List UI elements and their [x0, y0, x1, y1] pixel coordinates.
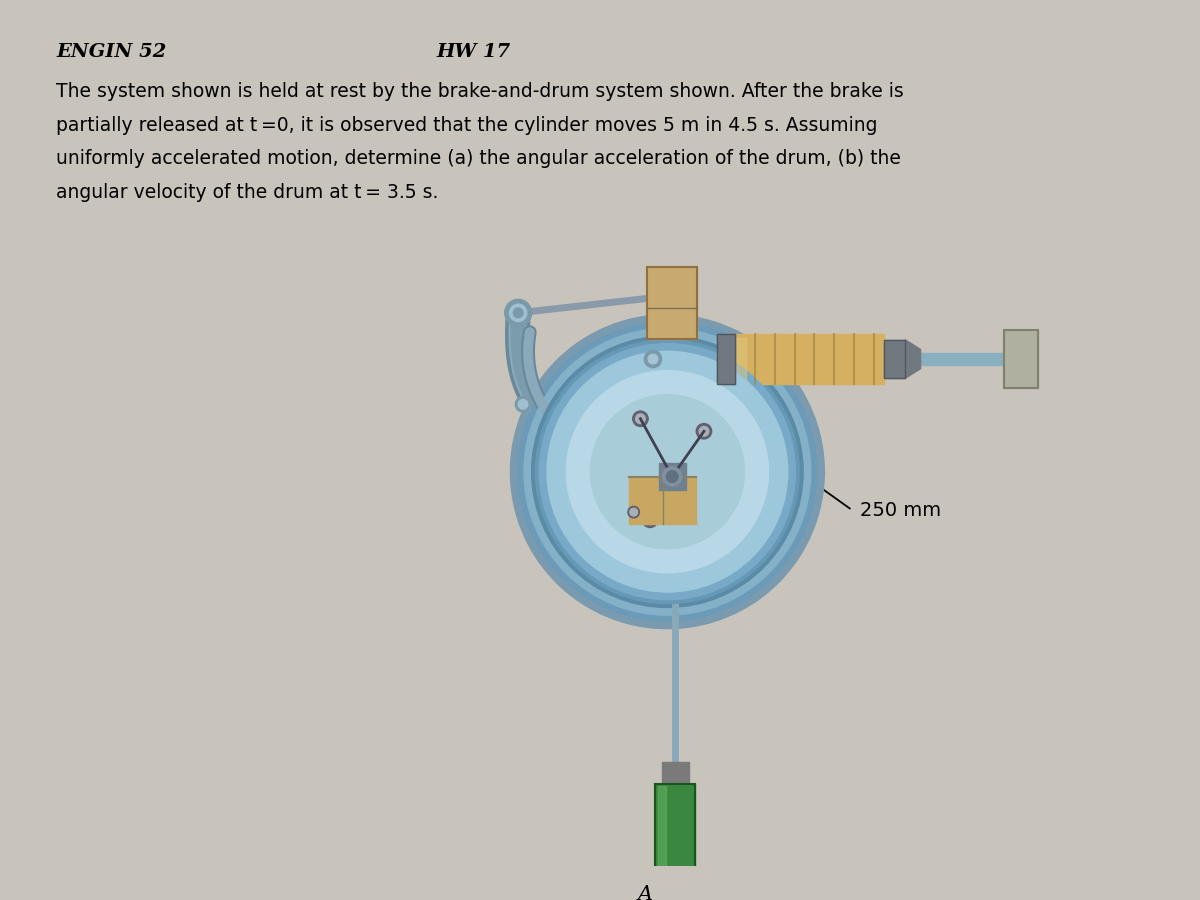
Circle shape	[630, 508, 637, 516]
Circle shape	[539, 344, 796, 599]
Bar	[725, 334, 884, 384]
Circle shape	[510, 304, 527, 321]
Circle shape	[535, 340, 799, 604]
Bar	[655, 886, 695, 895]
Bar	[647, 267, 697, 339]
Circle shape	[696, 424, 712, 439]
Circle shape	[700, 427, 709, 436]
Text: A: A	[637, 885, 653, 900]
Text: uniformly accelerated motion, determine (a) the angular acceleration of the drum: uniformly accelerated motion, determine …	[56, 149, 901, 168]
Circle shape	[648, 355, 658, 364]
Circle shape	[566, 371, 768, 572]
Circle shape	[514, 308, 523, 318]
Circle shape	[590, 395, 744, 549]
Text: HW 17: HW 17	[437, 43, 511, 61]
Circle shape	[662, 467, 682, 486]
Circle shape	[510, 315, 824, 628]
Circle shape	[518, 400, 528, 410]
Circle shape	[532, 336, 803, 608]
Circle shape	[646, 515, 655, 525]
Text: ENGIN 52: ENGIN 52	[56, 43, 167, 61]
Text: The system shown is held at rest by the brake-and-drum system shown. After the b: The system shown is held at rest by the …	[56, 82, 904, 101]
Circle shape	[632, 411, 648, 427]
Circle shape	[644, 350, 661, 368]
Circle shape	[666, 471, 678, 482]
Bar	[655, 784, 695, 895]
Text: angular velocity of the drum at t = 3.5 s.: angular velocity of the drum at t = 3.5 …	[56, 183, 438, 202]
Bar	[718, 334, 734, 384]
Bar	[647, 267, 697, 339]
Bar	[884, 340, 905, 378]
Circle shape	[547, 351, 787, 592]
Bar	[661, 762, 689, 782]
Bar	[1004, 330, 1038, 388]
Text: partially released at t =0, it is observed that the cylinder moves 5 m in 4.5 s.: partially released at t =0, it is observ…	[56, 115, 877, 134]
Bar	[718, 334, 734, 384]
Circle shape	[642, 512, 658, 527]
Bar	[658, 787, 666, 891]
Circle shape	[636, 414, 646, 424]
Circle shape	[628, 507, 640, 517]
Polygon shape	[905, 340, 920, 378]
Circle shape	[505, 300, 532, 327]
Bar	[884, 340, 905, 378]
Bar	[1004, 330, 1038, 388]
Circle shape	[515, 397, 530, 412]
Text: 250 mm: 250 mm	[860, 500, 941, 519]
Bar	[659, 463, 685, 490]
Bar	[629, 478, 696, 524]
Circle shape	[524, 328, 811, 615]
Bar	[655, 784, 695, 895]
Circle shape	[518, 322, 816, 621]
Bar	[658, 354, 1033, 364]
Bar	[728, 338, 746, 380]
